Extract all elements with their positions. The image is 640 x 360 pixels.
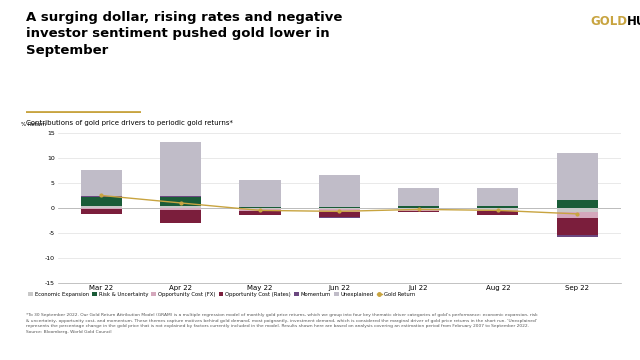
Bar (81, 210, 122, 214)
Bar (81, 206, 122, 208)
Bar (557, 153, 598, 201)
Bar (557, 208, 598, 212)
Bar (239, 180, 280, 207)
Bar (398, 211, 439, 212)
Text: *To 30 September 2022. Our Gold Return Attribution Model (GRAM) is a multiple re: *To 30 September 2022. Our Gold Return A… (26, 313, 537, 334)
Bar (239, 208, 280, 210)
Bar (557, 218, 598, 235)
Bar (477, 211, 518, 215)
Bar (239, 210, 280, 211)
Text: HUB: HUB (627, 15, 640, 28)
Gold Return (177, 201, 184, 205)
Bar (557, 201, 598, 208)
Text: A surging dollar, rising rates and negative
investor sentiment pushed gold lower: A surging dollar, rising rates and negat… (26, 11, 342, 57)
Bar (319, 212, 360, 217)
Bar (160, 206, 201, 208)
Text: Contributions of gold price drivers to periodic gold returns*: Contributions of gold price drivers to p… (26, 120, 232, 126)
Gold Return (335, 209, 343, 213)
Line: Gold Return: Gold Return (100, 194, 579, 215)
Bar (160, 197, 201, 206)
Bar (398, 208, 439, 210)
Text: GOLD: GOLD (590, 15, 627, 28)
Bar (319, 217, 360, 218)
Gold Return (256, 208, 264, 212)
Bar (398, 206, 439, 208)
Bar (477, 189, 518, 206)
Bar (557, 235, 598, 237)
Gold Return (494, 208, 502, 212)
Bar (398, 210, 439, 211)
Bar (319, 208, 360, 210)
Bar (319, 175, 360, 207)
Bar (81, 197, 122, 206)
Gold Return (415, 207, 422, 212)
Bar (477, 208, 518, 210)
Text: % Return: % Return (21, 122, 46, 127)
Bar (160, 208, 201, 210)
Bar (398, 189, 439, 206)
Bar (477, 206, 518, 208)
Bar (81, 170, 122, 197)
Bar (477, 210, 518, 211)
Bar (160, 142, 201, 197)
Legend: Economic Expansion, Risk & Uncertainty, Opportunity Cost (FX), Opportunity Cost : Economic Expansion, Risk & Uncertainty, … (28, 292, 415, 297)
Bar (319, 207, 360, 208)
Bar (239, 211, 280, 215)
Gold Return (573, 212, 581, 216)
Bar (81, 208, 122, 210)
Bar (160, 210, 201, 223)
Bar (319, 210, 360, 212)
Bar (239, 207, 280, 208)
Bar (557, 212, 598, 218)
Gold Return (97, 193, 105, 198)
